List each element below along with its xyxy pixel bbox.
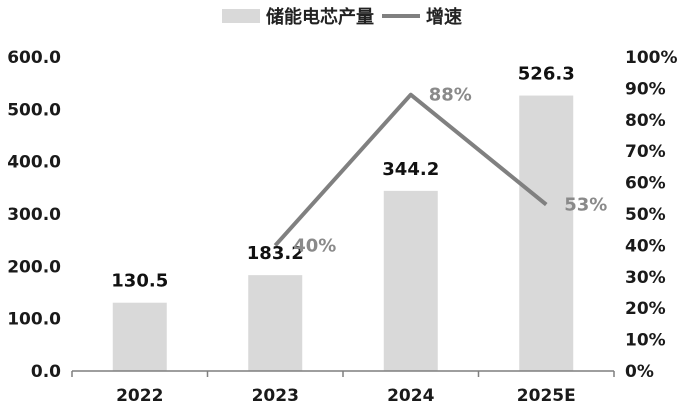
left-axis-tick-label: 300.0 [7, 205, 61, 225]
left-axis-tick-label: 400.0 [7, 153, 61, 173]
right-axis-tick-label: 0% [625, 362, 654, 382]
x-axis-tick-label: 2023 [252, 386, 299, 406]
x-axis-tick-label: 2024 [387, 386, 434, 406]
right-axis-tick-label: 70% [625, 142, 666, 162]
legend-bar-label: 储能电芯产量 [265, 6, 374, 28]
left-axis-tick-label: 0.0 [31, 362, 61, 382]
right-axis-tick-label: 40% [625, 236, 666, 256]
legend-bar-swatch [222, 9, 260, 23]
bar [248, 275, 303, 371]
right-axis-tick-label: 60% [625, 174, 666, 194]
bar-value-label: 130.5 [111, 271, 168, 292]
bar-value-label: 183.2 [247, 243, 304, 264]
x-axis-tick-label: 2022 [116, 386, 163, 406]
right-axis-tick-label: 100% [625, 48, 678, 68]
growth-value-label: 88% [429, 85, 472, 106]
data-labels: 130.5 183.2 344.2 526.3 40% 88% 53% [111, 64, 607, 292]
bar-value-label: 344.2 [382, 159, 439, 180]
right-axis-tick-label: 20% [625, 299, 666, 319]
legend: 储能电芯产量 增速 [222, 6, 462, 28]
legend-line-label: 增速 [426, 6, 462, 28]
right-axis-ticks: 0% 10% 20% 30% 40% 50% 60% 70% 80% 90% 100% [625, 48, 678, 382]
left-axis-tick-label: 500.0 [7, 100, 61, 120]
right-axis-tick-label: 50% [625, 205, 666, 225]
growth-value-label: 40% [293, 235, 336, 256]
bar [519, 95, 574, 371]
left-axis-tick-label: 600.0 [7, 48, 61, 68]
right-axis-tick-label: 80% [625, 111, 666, 131]
right-axis-tick-label: 30% [625, 268, 666, 288]
growth-line [273, 92, 548, 247]
growth-line-series [273, 92, 548, 247]
bar-series [112, 95, 574, 371]
bar [383, 190, 438, 371]
right-axis-tick-label: 90% [625, 79, 666, 99]
left-axis-ticks: 0.0 100.0 200.0 300.0 400.0 500.0 600.0 [7, 48, 61, 382]
growth-value-label: 53% [564, 195, 607, 216]
bar [112, 302, 167, 371]
left-axis-tick-label: 100.0 [7, 310, 61, 330]
bar-value-label: 526.3 [518, 64, 575, 85]
left-axis-tick-label: 200.0 [7, 257, 61, 277]
x-axis: 2022 2023 2024 2025E [71, 370, 615, 406]
right-axis-tick-label: 10% [625, 331, 666, 351]
x-axis-tick-label: 2025E [517, 386, 576, 406]
